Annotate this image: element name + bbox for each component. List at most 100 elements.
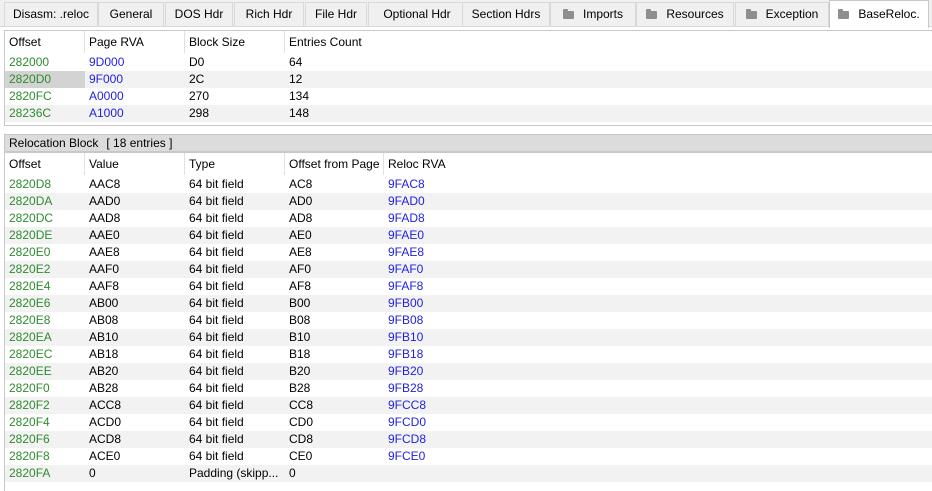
column-header-offset-from-page[interactable]: Offset from Page xyxy=(285,153,384,175)
column-header-block-size[interactable]: Block Size xyxy=(185,31,285,53)
cell-offset: 2820FC xyxy=(9,89,52,103)
cell-value: AB18 xyxy=(89,347,119,361)
tab-label: Disasm: .reloc xyxy=(12,7,89,21)
tab-dos-hdr[interactable]: DOS Hdr xyxy=(165,2,233,26)
cell-value: AAF0 xyxy=(89,262,120,276)
cell-offset: 2820DA xyxy=(9,194,53,208)
column-header-offset[interactable]: Offset xyxy=(5,31,85,53)
column-header-reloc-rva[interactable]: Reloc RVA xyxy=(384,153,932,175)
cell-value: ACE0 xyxy=(89,449,121,463)
table-row[interactable]: 2820D8 AAC8 64 bit field AC8 9FAC8 xyxy=(5,176,932,193)
column-header-offset[interactable]: Offset xyxy=(5,153,85,175)
entries-table: Offset Value Type Offset from Page Reloc RVA… xyxy=(4,152,932,491)
cell-block-size: 298 xyxy=(189,106,210,120)
table-row[interactable]: 2820DE AAE0 64 bit field AE0 9FAE0 xyxy=(5,227,932,244)
tab-basereloc[interactable]: BaseReloc. xyxy=(829,0,929,28)
table-row[interactable]: 2820FA 0 Padding (skipp... 0 xyxy=(5,465,932,482)
folder-icon xyxy=(838,9,850,19)
table-row[interactable]: 282000 9D000 D0 64 xyxy=(5,54,932,71)
table-row[interactable]: 2820EE AB20 64 bit field B20 9FB20 xyxy=(5,363,932,380)
column-header-value[interactable]: Value xyxy=(85,153,185,175)
cell-reloc-rva: 9FAE0 xyxy=(388,228,425,242)
cell-offset-from-page: AF0 xyxy=(289,262,312,276)
blocks-table-header: Offset Page RVA Block Size Entries Count xyxy=(5,31,932,54)
tab-label: Optional Hdr xyxy=(383,7,451,21)
cell-reloc-rva: 9FAF0 xyxy=(388,262,424,276)
cell-offset: 2820E6 xyxy=(9,296,51,310)
cell-value: 0 xyxy=(89,466,96,480)
tab-general[interactable]: General xyxy=(98,2,164,26)
cell-value: AB10 xyxy=(89,330,119,344)
cell-offset: 2820F2 xyxy=(9,398,50,412)
table-row[interactable]: 2820D0 9F000 2C 12 xyxy=(5,71,932,88)
cell-offset-from-page: CE0 xyxy=(289,449,313,463)
cell-type: 64 bit field xyxy=(189,364,244,378)
column-header-type[interactable]: Type xyxy=(185,153,285,175)
tab-section-hdrs[interactable]: Section Hdrs xyxy=(462,2,550,26)
cell-reloc-rva: 9FB00 xyxy=(388,296,424,310)
column-header-page-rva[interactable]: Page RVA xyxy=(85,31,185,53)
table-row[interactable]: 2820F4 ACD0 64 bit field CD0 9FCD0 xyxy=(5,414,932,431)
cell-type: 64 bit field xyxy=(189,177,244,191)
relocation-block-title: Relocation Block xyxy=(9,136,99,150)
cell-offset-from-page: B20 xyxy=(289,364,311,378)
table-row[interactable]: 2820EA AB10 64 bit field B10 9FB10 xyxy=(5,329,932,346)
cell-offset-from-page: AC8 xyxy=(289,177,313,191)
cell-type: 64 bit field xyxy=(189,228,244,242)
cell-offset: 2820D0 xyxy=(5,71,85,88)
tab-imports[interactable]: Imports xyxy=(550,2,636,26)
tab-optional-hdr[interactable]: Optional Hdr xyxy=(368,2,466,26)
tab-label: File Hdr xyxy=(314,7,357,21)
cell-type: 64 bit field xyxy=(189,415,244,429)
cell-reloc-rva xyxy=(384,465,932,482)
table-row[interactable]: 2820E8 AB08 64 bit field B08 9FB08 xyxy=(5,312,932,329)
table-row[interactable]: 2820E4 AAF8 64 bit field AF8 9FAF8 xyxy=(5,278,932,295)
cell-offset-from-page: CC8 xyxy=(289,398,314,412)
table-row[interactable]: 2820E0 AAE8 64 bit field AE8 9FAE8 xyxy=(5,244,932,261)
cell-offset: 2820DC xyxy=(9,211,54,225)
cell-type: 64 bit field xyxy=(189,194,244,208)
table-row[interactable]: 2820EC AB18 64 bit field B18 9FB18 xyxy=(5,346,932,363)
table-row[interactable]: 2820E2 AAF0 64 bit field AF0 9FAF0 xyxy=(5,261,932,278)
cell-offset: 2820E0 xyxy=(9,245,51,259)
cell-reloc-rva: 9FB18 xyxy=(388,347,424,361)
cell-page-rva: 9F000 xyxy=(89,72,124,86)
tab-disasm-reloc[interactable]: Disasm: .reloc xyxy=(4,2,98,26)
cell-type: 64 bit field xyxy=(189,296,244,310)
table-row[interactable]: 2820F2 ACC8 64 bit field CC8 9FCC8 xyxy=(5,397,932,414)
tab-resources[interactable]: Resources xyxy=(636,2,734,26)
tab-file-hdr[interactable]: File Hdr xyxy=(305,2,367,26)
tab-bar: Disasm: .reloc General DOS Hdr Rich Hdr File… xyxy=(0,0,932,28)
table-row[interactable]: 2820F8 ACE0 64 bit field CE0 9FCE0 xyxy=(5,448,932,465)
table-row[interactable]: 2820DC AAD8 64 bit field AD8 9FAD8 xyxy=(5,210,932,227)
table-row[interactable]: 2820F0 AB28 64 bit field B28 9FB28 xyxy=(5,380,932,397)
cell-offset: 28236C xyxy=(9,106,52,120)
table-row[interactable]: 2820F6 ACD8 64 bit field CD8 9FCD8 xyxy=(5,431,932,448)
column-header-entries-count[interactable]: Entries Count xyxy=(285,31,932,53)
cell-offset: 2820F8 xyxy=(9,449,50,463)
cell-value: AAE8 xyxy=(89,245,120,259)
cell-value: AAC8 xyxy=(89,177,121,191)
cell-type: 64 bit field xyxy=(189,398,244,412)
relocation-block-bar: Relocation Block [ 18 entries ] xyxy=(4,134,932,152)
cell-offset: 2820F4 xyxy=(9,415,50,429)
cell-offset-from-page: B28 xyxy=(289,381,311,395)
cell-reloc-rva: 9FB10 xyxy=(388,330,424,344)
cell-page-rva: A1000 xyxy=(89,106,124,120)
cell-value: ACD0 xyxy=(89,415,122,429)
cell-entries-count: 134 xyxy=(289,89,310,103)
table-row[interactable]: 2820E6 AB00 64 bit field B00 9FB00 xyxy=(5,295,932,312)
tab-label: Section Hdrs xyxy=(471,7,541,21)
cell-offset: 2820EA xyxy=(9,330,52,344)
cell-value: AB08 xyxy=(89,313,119,327)
folder-icon xyxy=(646,9,658,19)
cell-offset: 2820F0 xyxy=(9,381,50,395)
entries-table-header: Offset Value Type Offset from Page Reloc RVA xyxy=(5,153,932,176)
cell-value: AB28 xyxy=(89,381,119,395)
table-row[interactable]: 2820FC A0000 270 134 xyxy=(5,88,932,105)
tab-exception[interactable]: Exception xyxy=(735,2,829,26)
tab-rich-hdr[interactable]: Rich Hdr xyxy=(234,2,304,26)
cell-offset: 2820D8 xyxy=(9,177,52,191)
table-row[interactable]: 2820DA AAD0 64 bit field AD0 9FAD0 xyxy=(5,193,932,210)
table-row[interactable]: 28236C A1000 298 148 xyxy=(5,105,932,122)
